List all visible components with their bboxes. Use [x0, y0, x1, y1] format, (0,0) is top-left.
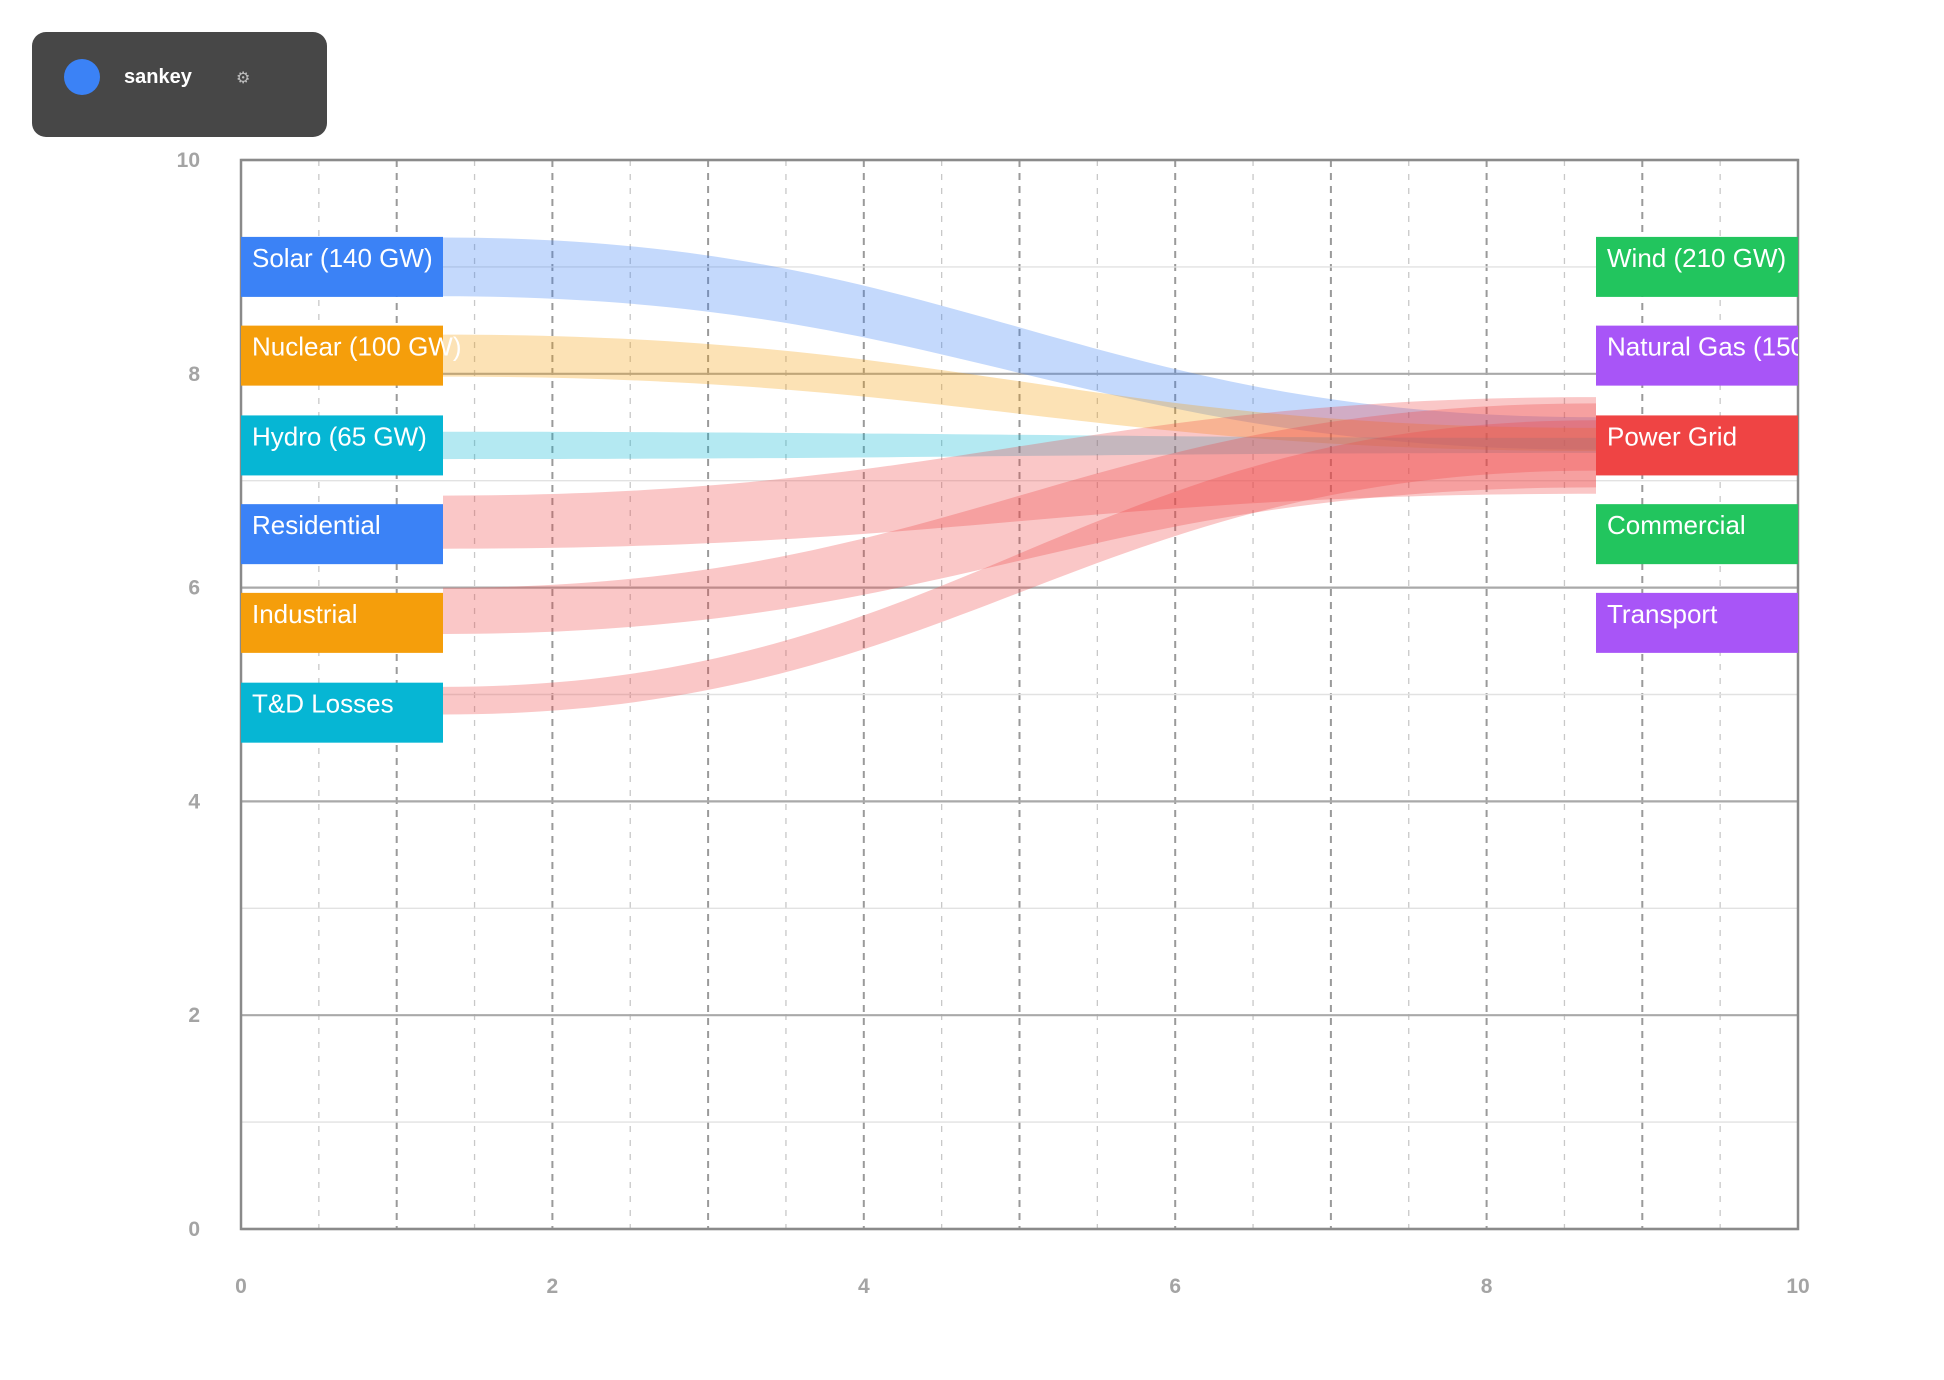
y-tick-label: 4 — [188, 790, 200, 813]
sankey-node-transport[interactable] — [1596, 592, 1798, 653]
sankey-node-label: Commercial — [1607, 510, 1746, 540]
y-tick-label: 10 — [177, 149, 200, 172]
x-tick-label: 2 — [547, 1275, 559, 1298]
chart-title-badge: sankey ⚙ — [32, 32, 327, 137]
x-tick-label: 6 — [1169, 1275, 1181, 1298]
sankey-node-industrial[interactable] — [241, 592, 443, 653]
y-tick-label: 8 — [188, 363, 200, 386]
sankey-node-label: Industrial — [252, 599, 358, 629]
y-tick-label: 2 — [188, 1004, 200, 1027]
sankey-link-solar-power_grid[interactable] — [443, 237, 1596, 450]
series-color-dot — [64, 59, 100, 95]
x-tick-label: 0 — [235, 1275, 247, 1298]
chart-title: sankey — [124, 66, 192, 88]
sankey-node-natural_gas[interactable] — [1596, 325, 1798, 386]
sankey-node-td_losses[interactable] — [241, 682, 443, 743]
sankey-node-label: Solar (140 GW) — [252, 243, 433, 273]
sankey-node-power_grid[interactable] — [1596, 415, 1798, 476]
sankey-node-wind[interactable] — [1596, 236, 1798, 297]
sankey-node-label: Natural Gas (150 GW) — [1607, 332, 1866, 362]
sankey-node-commercial[interactable] — [1596, 504, 1798, 565]
nodes: Solar (140 GW) Nuclear (100 GW) Hydro (65 … — [241, 236, 1866, 743]
sankey-node-nuclear[interactable] — [241, 325, 443, 386]
sankey-node-label: Power Grid — [1607, 421, 1737, 451]
gear-icon[interactable]: ⚙ — [236, 70, 251, 87]
sankey-node-hydro[interactable] — [241, 415, 443, 476]
y-tick-label: 0 — [188, 1218, 200, 1241]
sankey-node-label: Hydro (65 GW) — [252, 421, 427, 451]
links — [443, 237, 1596, 715]
sankey-link-hydro-power_grid[interactable] — [443, 431, 1596, 460]
x-tick-label: 10 — [1786, 1275, 1809, 1298]
sankey-node-label: Nuclear (100 GW) — [252, 332, 462, 362]
sankey-node-label: Residential — [252, 510, 381, 540]
sankey-node-solar[interactable] — [241, 236, 443, 297]
x-tick-label: 4 — [858, 1275, 870, 1298]
sankey-node-label: Transport — [1607, 599, 1718, 629]
sankey-link-power_grid-td_losses[interactable] — [443, 420, 1596, 715]
sankey-node-label: T&D Losses — [252, 689, 394, 719]
sankey-link-power_grid-industrial[interactable] — [443, 403, 1596, 634]
sankey-node-residential[interactable] — [241, 504, 443, 565]
sankey-node-label: Wind (210 GW) — [1607, 243, 1786, 273]
axis-ticks: 0 2 4 6 8 10 0 2 4 6 8 10 — [177, 149, 1810, 1298]
sankey-link-power_grid-residential[interactable] — [443, 397, 1596, 549]
sankey-link-nuclear-power_grid[interactable] — [443, 334, 1596, 451]
y-tick-label: 6 — [188, 577, 200, 600]
x-tick-label: 8 — [1481, 1275, 1493, 1298]
